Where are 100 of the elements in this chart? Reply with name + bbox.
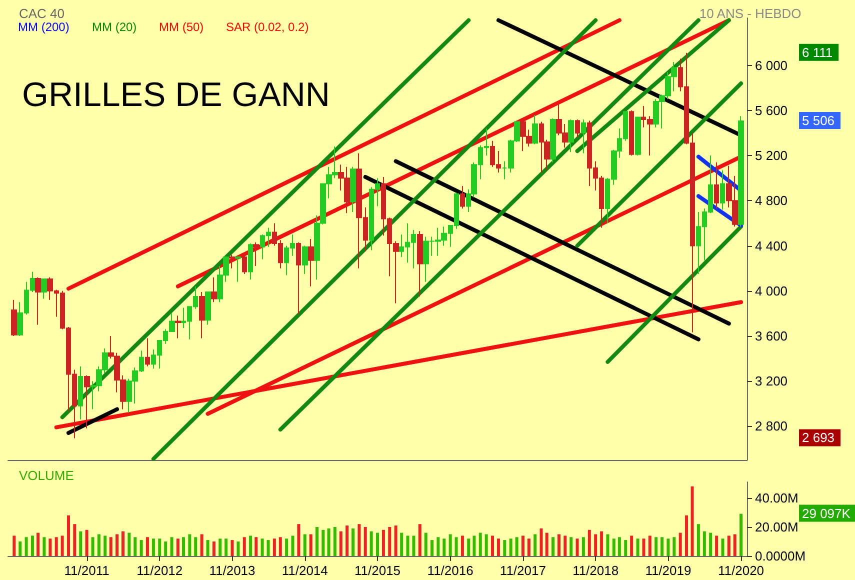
bar: [503, 540, 506, 556]
candlestick: [350, 166, 356, 212]
bar: [534, 534, 537, 556]
bar: [721, 538, 724, 556]
bar: [85, 530, 88, 556]
bar: [678, 532, 682, 556]
bar: [309, 534, 312, 556]
candlestick: [145, 338, 150, 367]
bar: [36, 532, 40, 556]
candlestick: [720, 170, 725, 210]
y-tick-label: 3 600: [755, 328, 788, 344]
chart-subtitle: 10 ANS - HEBDO: [699, 6, 802, 21]
candlestick: [635, 116, 641, 156]
y-tick-label: 4 000: [755, 283, 788, 298]
bar: [690, 486, 694, 556]
x-tick-label: 11/2018: [572, 563, 619, 578]
bar: [291, 536, 294, 556]
y-tick-label: 4 400: [755, 238, 788, 254]
bar: [66, 515, 70, 556]
bar: [91, 537, 94, 556]
candlestick: [199, 291, 205, 339]
bar: [170, 537, 174, 556]
bar: [540, 528, 543, 556]
bar: [128, 532, 131, 556]
bar: [406, 536, 410, 556]
bar: [182, 537, 185, 556]
candlestick: [235, 256, 241, 282]
bar: [285, 538, 288, 556]
bar: [42, 537, 46, 556]
candlestick: [417, 230, 423, 298]
bar: [654, 537, 658, 556]
bar: [509, 538, 512, 556]
candlestick: [308, 238, 314, 287]
bar: [618, 537, 621, 556]
annotation: MM (50): [159, 20, 204, 34]
candlestick: [575, 118, 580, 138]
candlestick: [550, 118, 556, 163]
candlestick: [248, 243, 253, 280]
bar: [352, 528, 355, 556]
x-tick-label: 11/2014: [282, 563, 328, 578]
bar: [424, 532, 428, 556]
bar: [582, 537, 585, 556]
bar: [545, 532, 548, 556]
candlestick: [302, 245, 308, 274]
bar: [382, 530, 385, 556]
candlestick: [253, 242, 259, 267]
y-tick-label: 4 800: [755, 193, 788, 208]
candlestick: [460, 186, 465, 210]
bar: [30, 536, 34, 556]
bar: [327, 528, 330, 556]
bar: [436, 537, 440, 556]
bar: [394, 526, 398, 556]
bar: [496, 538, 500, 556]
bar: [702, 531, 706, 556]
bar: [418, 524, 422, 556]
x-tick-label: 11/2016: [427, 563, 474, 578]
bar: [333, 526, 336, 556]
bar: [370, 531, 373, 556]
bar: [200, 534, 204, 556]
y-tick-label: 6 000: [755, 58, 788, 73]
bar: [230, 540, 234, 556]
bar: [364, 526, 367, 556]
y-tick-label: 40.00M: [755, 490, 798, 506]
bar: [260, 538, 264, 556]
bar: [606, 534, 610, 556]
x-tick-label: 11/2013: [209, 563, 256, 578]
bar: [158, 538, 162, 556]
bar: [164, 541, 168, 556]
bar: [442, 538, 446, 556]
bar: [557, 534, 560, 556]
y-tick-label: 0.0000M: [755, 548, 806, 564]
annotation: GRILLES DE GANN: [22, 76, 330, 114]
candlestick: [35, 276, 41, 326]
annotation: SAR (0.02, 0.2): [226, 20, 309, 34]
bar: [400, 532, 404, 556]
bar: [709, 532, 712, 556]
x-tick-label: 11/2012: [136, 563, 183, 578]
x-tick-label: 11/2017: [500, 563, 546, 578]
y-tick-label: 5 600: [755, 102, 788, 118]
bar: [570, 537, 573, 556]
bar: [188, 534, 192, 556]
bar: [430, 540, 434, 556]
bar: [249, 536, 252, 556]
bar: [552, 537, 554, 556]
candlestick: [568, 118, 574, 153]
bar: [12, 536, 16, 556]
bar: [472, 536, 476, 556]
candlestick: [78, 366, 83, 420]
bar: [576, 538, 579, 556]
bar: [266, 540, 270, 556]
bar: [564, 536, 567, 556]
bar: [272, 538, 276, 556]
bar: [176, 538, 180, 556]
bar: [491, 536, 494, 556]
bar: [339, 531, 342, 556]
bar: [412, 536, 416, 556]
text: 2 693: [802, 430, 835, 446]
bar: [322, 530, 325, 556]
bar: [740, 514, 743, 556]
candlestick: [629, 110, 634, 156]
